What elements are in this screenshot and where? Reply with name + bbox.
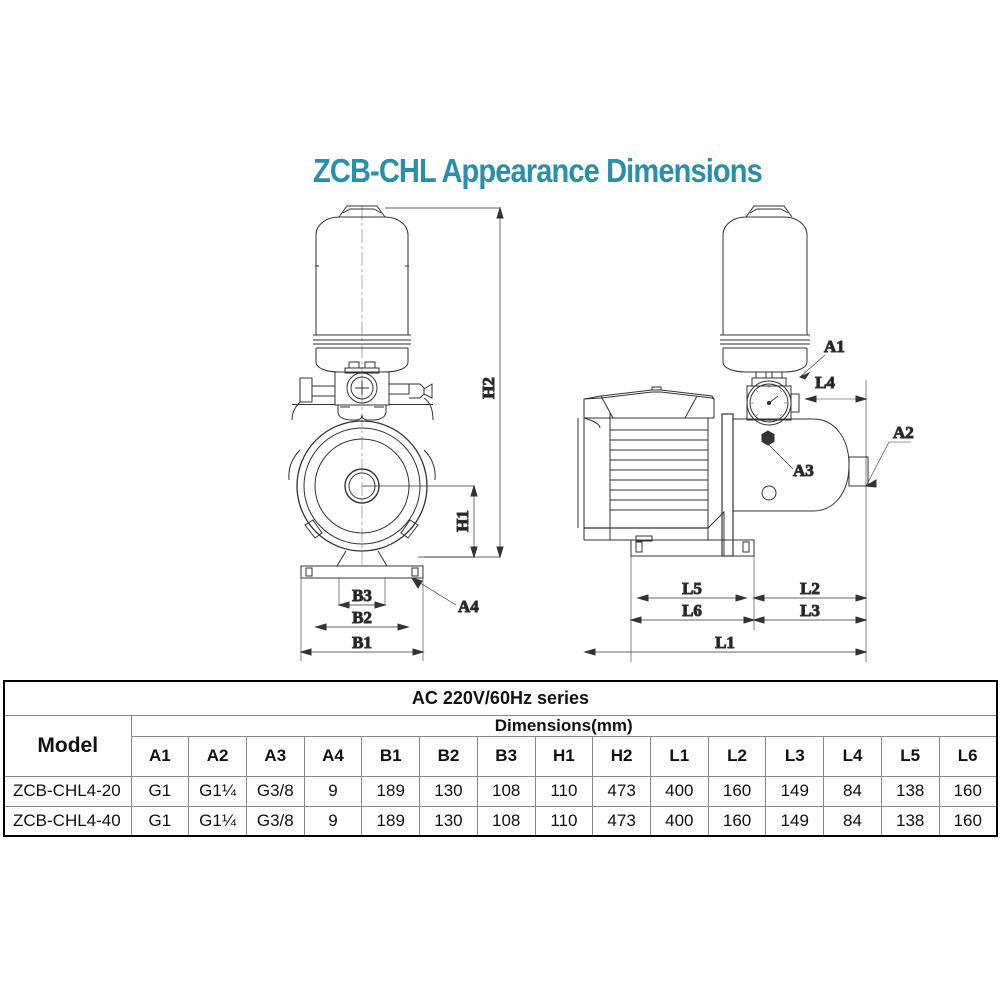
svg-text:B1: B1: [352, 633, 372, 652]
svg-text:L6: L6: [682, 601, 702, 620]
svg-text:B3: B3: [352, 586, 372, 605]
svg-text:A3: A3: [793, 461, 814, 480]
svg-text:H1: H1: [453, 510, 472, 532]
svg-text:H2: H2: [479, 377, 498, 399]
svg-text:A1: A1: [824, 337, 845, 356]
svg-text:A2: A2: [893, 423, 914, 442]
svg-text:B2: B2: [352, 608, 372, 627]
svg-text:L4: L4: [815, 373, 835, 392]
svg-text:L5: L5: [682, 579, 702, 598]
svg-text:L1: L1: [715, 633, 735, 652]
svg-text:A4: A4: [458, 597, 479, 616]
svg-text:L3: L3: [800, 601, 820, 620]
svg-text:L2: L2: [800, 579, 820, 598]
